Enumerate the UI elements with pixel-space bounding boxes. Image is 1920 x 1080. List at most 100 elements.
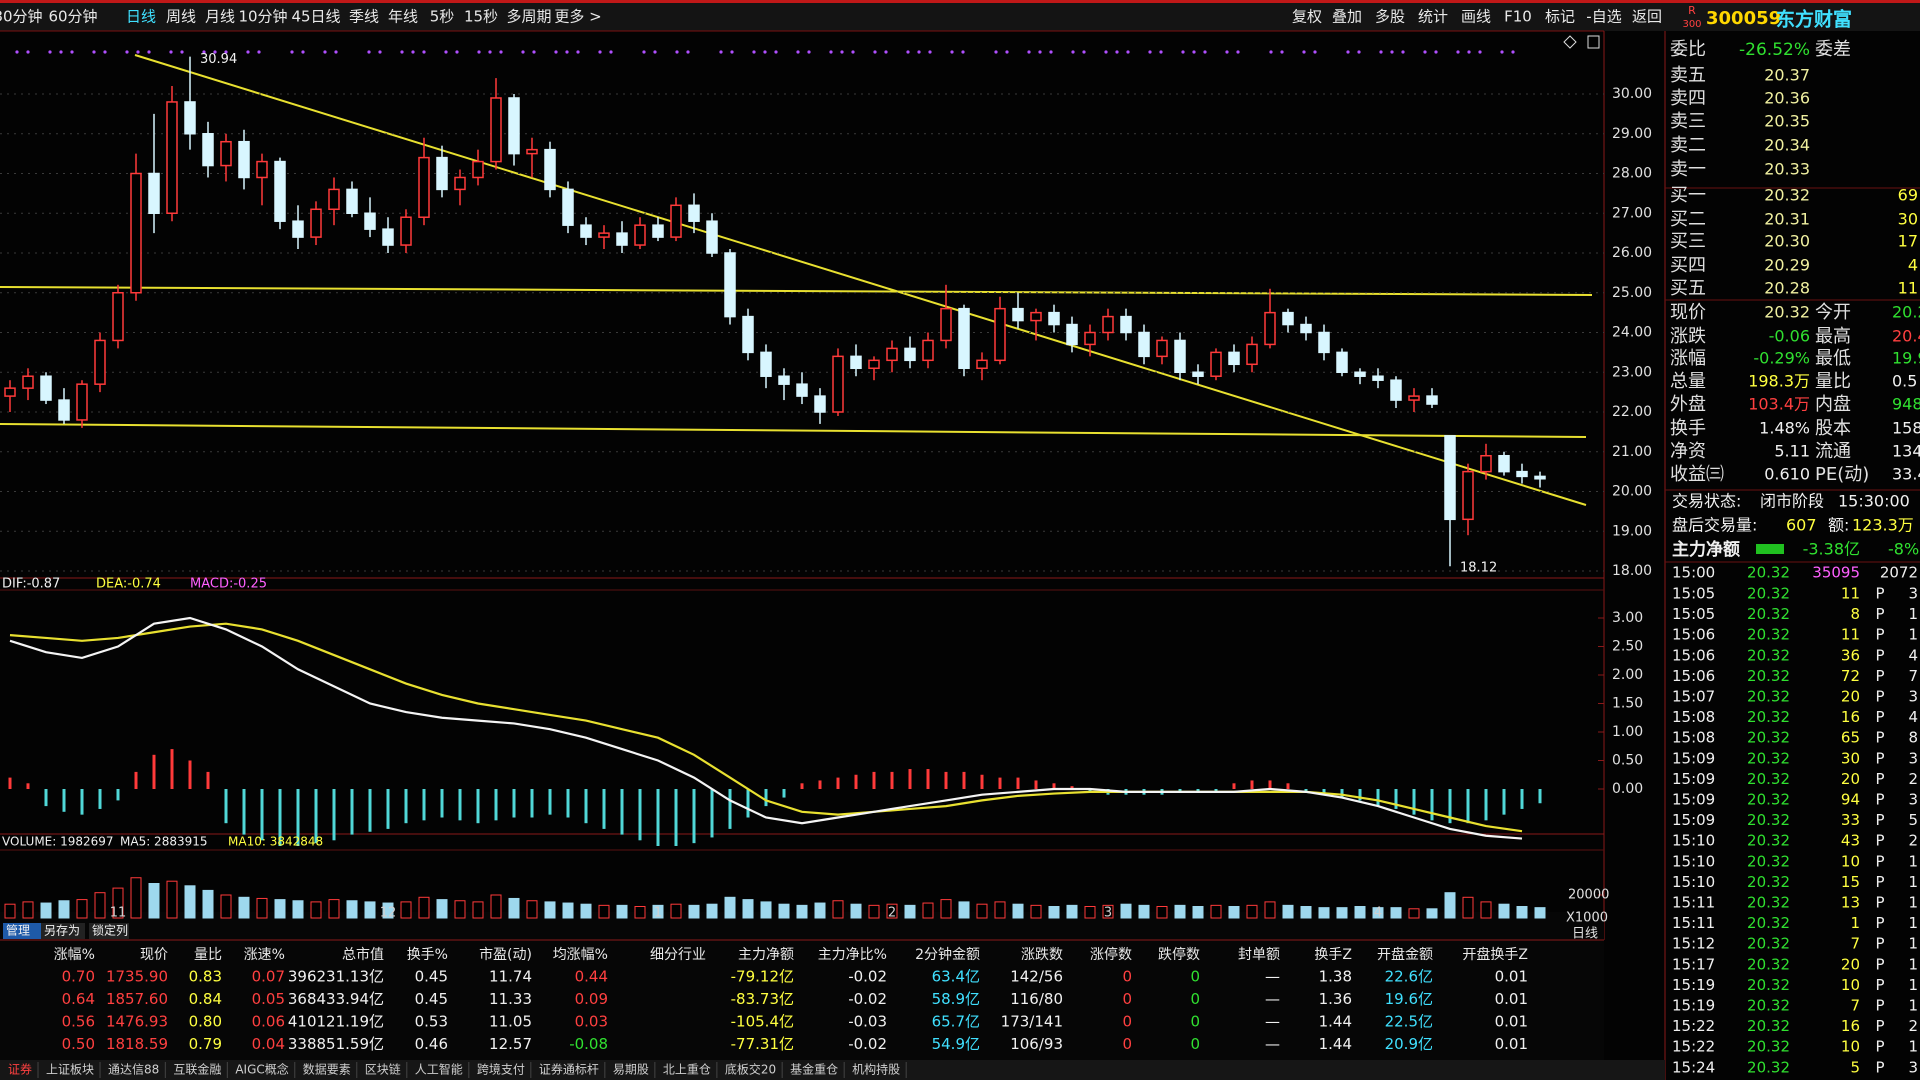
tab[interactable]: 管理 — [6, 923, 30, 938]
stat-label: 涨幅 — [1670, 348, 1706, 369]
period-button[interactable]: 45日线 — [291, 8, 340, 26]
tick-price: 20.32 — [1747, 955, 1790, 973]
column-header[interactable]: 涨停数 — [1090, 946, 1132, 963]
sheet-tab[interactable]: 跨境支付 — [477, 1062, 525, 1077]
tool-button[interactable]: 复权 — [1292, 8, 1322, 26]
sheet-tab[interactable]: 区块链 — [365, 1062, 401, 1077]
table-cell: 22.5亿 — [1385, 1013, 1433, 1031]
column-header[interactable]: 换手% — [407, 946, 448, 963]
dif-line — [9, 616, 1523, 840]
sheet-tab[interactable]: AIGC概念 — [235, 1062, 288, 1077]
table-cell: 11.33 — [489, 990, 532, 1008]
tab[interactable]: 另存为 — [44, 924, 80, 938]
stat-value: -0.29% — [1753, 349, 1810, 368]
tool-button[interactable]: 统计 — [1418, 8, 1448, 26]
sheet-tab[interactable]: 通达信88 — [108, 1063, 159, 1077]
table-cell: 1857.60 — [106, 990, 168, 1008]
period-button[interactable]: 30分钟 — [0, 8, 43, 26]
period-button[interactable]: 年线 — [388, 8, 418, 26]
volume-label: VOLUME: 1982697 — [2, 835, 114, 849]
volume-bar — [760, 901, 772, 919]
column-header[interactable]: 均涨幅% — [553, 947, 608, 963]
sheet-tab[interactable]: 易期股 — [613, 1063, 649, 1077]
tool-button[interactable]: -自选 — [1586, 8, 1621, 26]
column-header[interactable]: 量比 — [194, 947, 222, 963]
period-button[interactable]: 10分钟 — [238, 8, 287, 26]
column-header[interactable]: 涨幅% — [54, 947, 95, 963]
tick-volume: 72 — [1841, 667, 1860, 685]
signal-dot — [1148, 50, 1152, 54]
ask-label: 卖三 — [1670, 111, 1706, 132]
sheet-tab[interactable]: 基金重仓 — [790, 1062, 838, 1077]
column-header[interactable]: 主力净比% — [818, 947, 887, 963]
candle-body — [652, 224, 664, 238]
table-cell: -0.02 — [848, 990, 887, 1008]
tick-side: P — [1875, 914, 1884, 932]
period-button[interactable]: 15秒 — [464, 8, 498, 26]
sheet-tab[interactable]: 证券 — [8, 1062, 32, 1077]
column-header[interactable]: 现价 — [140, 947, 168, 963]
sheet-tab[interactable]: 北上重仓 — [663, 1063, 711, 1077]
icon-diamond[interactable] — [1563, 35, 1577, 49]
signal-dot — [1049, 50, 1053, 54]
column-header[interactable]: 2分钟金额 — [915, 946, 980, 963]
sheet-tab[interactable]: 人工智能 — [415, 1062, 463, 1077]
column-header[interactable]: 开盘金额 — [1377, 946, 1433, 963]
period-button[interactable]: 月线 — [205, 8, 235, 26]
tick-volume: 13 — [1841, 894, 1860, 912]
candle-body — [472, 160, 484, 179]
sheet-tab[interactable]: 互联金融 — [173, 1062, 221, 1077]
signal-dot — [180, 50, 184, 54]
period-button[interactable]: 5秒 — [430, 8, 455, 26]
column-header[interactable]: 主力净额 — [738, 947, 794, 963]
tool-button[interactable]: 返回 — [1632, 8, 1662, 26]
period-button[interactable]: 多周期 — [506, 8, 551, 26]
tool-button[interactable]: 标记 — [1545, 8, 1575, 26]
tool-button[interactable]: 多股 — [1375, 8, 1405, 26]
table-cell: 0.56 — [62, 1013, 95, 1031]
tick-time: 15:05 — [1672, 585, 1715, 603]
sheet-tab[interactable]: 底板交20 — [725, 1062, 776, 1077]
table-cell: 0.50 — [62, 1035, 95, 1053]
tick-time: 15:10 — [1672, 873, 1715, 891]
signal-dot — [202, 50, 206, 54]
period-button[interactable]: 更多 > — [554, 8, 601, 26]
period-button[interactable]: 60分钟 — [48, 8, 97, 26]
column-header[interactable]: 细分行业 — [650, 947, 706, 963]
column-header[interactable]: 总市值 — [342, 946, 384, 963]
stat-value: -0.06 — [1769, 327, 1810, 346]
candle-body — [382, 228, 394, 246]
volume-bar — [1318, 907, 1330, 919]
column-header[interactable]: 封单额 — [1238, 947, 1280, 963]
signal-dot — [367, 50, 371, 54]
column-header[interactable]: 市盈(动) — [479, 946, 532, 963]
column-header[interactable]: 涨跌数 — [1021, 947, 1063, 963]
tool-button[interactable]: F10 — [1504, 8, 1532, 26]
column-header[interactable]: 换手Z — [1314, 946, 1352, 963]
ask-label: 卖四 — [1670, 88, 1706, 109]
candle-body — [40, 375, 52, 401]
sheet-tab[interactable]: 机构持股 — [852, 1062, 900, 1077]
sheet-tab[interactable]: 证券通标杆 — [539, 1062, 599, 1077]
tab[interactable]: 锁定列 — [92, 923, 128, 938]
sheet-tab[interactable]: 上证板块 — [46, 1063, 94, 1077]
period-button[interactable]: 周线 — [166, 8, 196, 26]
sheet-tab[interactable]: 数据要素 — [303, 1062, 351, 1077]
tool-button[interactable]: 画线 — [1461, 8, 1491, 26]
tool-button[interactable]: 叠加 — [1332, 8, 1362, 26]
bid-price: 20.30 — [1764, 232, 1810, 251]
icon-window[interactable] — [1587, 35, 1600, 49]
table-cell: — — [1265, 1013, 1280, 1031]
tick-count: 1 — [1908, 997, 1918, 1015]
period-button[interactable]: 季线 — [349, 8, 379, 26]
period-button[interactable]: 日线 — [126, 8, 156, 26]
y-tick-label: 20000 — [1568, 888, 1609, 903]
signal-dot — [169, 50, 173, 54]
signal-dot — [488, 50, 492, 54]
candle-body — [166, 101, 178, 214]
column-header[interactable]: 涨速% — [244, 947, 285, 963]
column-header[interactable]: 开盘换手Z — [1462, 946, 1528, 963]
column-header[interactable]: 跌停数 — [1158, 946, 1200, 963]
candle-body — [292, 220, 304, 238]
table-cell: 396231.13亿 — [288, 968, 384, 986]
